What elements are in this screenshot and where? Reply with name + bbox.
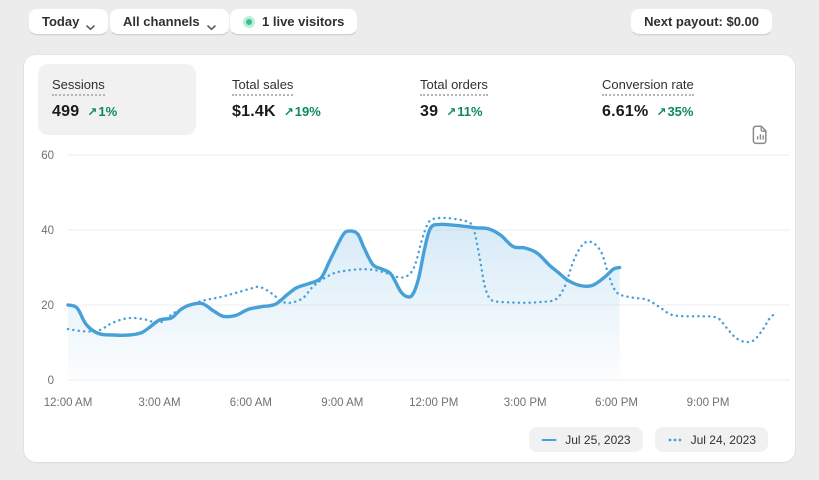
chevron-down-icon (86, 19, 96, 30)
metric-tab-total-sales[interactable]: Total sales $1.4K ↗19% (232, 76, 321, 121)
legend-item-jul-25[interactable]: Jul 25, 2023 (529, 427, 643, 452)
dotted-line-swatch-icon (668, 438, 682, 441)
x-axis-tick-label: 3:00 PM (504, 397, 547, 409)
metric-value: $1.4K (232, 103, 276, 120)
x-axis-tick-label: 12:00 AM (44, 397, 93, 409)
chevron-down-icon (206, 19, 216, 30)
series-area-fill (68, 224, 620, 380)
series-line-jul-24-2023 (66, 216, 777, 344)
next-payout-label: Next payout: $0.00 (644, 14, 759, 29)
metric-label: Total orders (420, 77, 488, 96)
date-range-label: Today (42, 14, 80, 29)
legend-label: Jul 24, 2023 (690, 432, 756, 447)
trend-up-arrow-icon: ↗ (446, 105, 457, 119)
metric-tab-conversion-rate[interactable]: Conversion rate 6.61% ↗35% (602, 76, 694, 121)
live-visitors-label: 1 live visitors (262, 14, 345, 29)
x-axis-tick-label: 6:00 PM (595, 397, 638, 409)
channel-filter-button[interactable]: All channels (109, 8, 230, 35)
live-visitors-badge[interactable]: 1 live visitors (229, 8, 359, 35)
series-line-jul-25-2023 (66, 222, 622, 337)
y-axis-tick-label: 20 (41, 300, 54, 312)
analytics-overview-card: 0 20 40 60 12:00 AM 3:00 AM 6:00 AM 9:00 AM 12:0… (24, 55, 795, 462)
metric-change: ↗19% (283, 104, 321, 119)
metric-label: Total sales (232, 77, 294, 96)
metric-tab-total-orders[interactable]: Total orders 39 ↗11% (420, 76, 488, 121)
metric-value: 499 (52, 103, 80, 120)
trend-up-arrow-icon: ↗ (283, 105, 294, 119)
chart-legend: Jul 25, 2023 Jul 24, 2023 (529, 427, 768, 452)
metric-change: ↗35% (656, 104, 694, 119)
channel-filter-label: All channels (123, 14, 200, 29)
x-axis-tick-label: 9:00 PM (687, 397, 730, 409)
metric-change: ↗1% (87, 104, 118, 119)
x-axis-tick-label: 6:00 AM (230, 397, 272, 409)
legend-label: Jul 25, 2023 (565, 432, 631, 447)
metric-value: 6.61% (602, 103, 649, 120)
x-axis-tick-label: 9:00 AM (321, 397, 363, 409)
solid-line-swatch-icon (541, 438, 557, 441)
metric-label: Sessions (52, 77, 105, 96)
y-axis-tick-label: 0 (48, 375, 54, 387)
metric-label: Conversion rate (602, 77, 694, 96)
legend-item-jul-24[interactable]: Jul 24, 2023 (654, 427, 768, 452)
top-bar: Today All channels 1 live visitors Next … (0, 0, 819, 48)
metric-value: 39 (420, 103, 439, 120)
x-axis-tick-label: 3:00 AM (138, 397, 180, 409)
trend-up-arrow-icon: ↗ (87, 105, 98, 119)
view-report-icon[interactable] (750, 125, 770, 147)
metric-tab-sessions[interactable]: Sessions 499 ↗1% (38, 64, 196, 135)
date-range-button[interactable]: Today (28, 8, 110, 35)
x-axis-tick-label: 12:00 PM (409, 397, 458, 409)
y-axis-tick-label: 60 (41, 150, 54, 162)
live-indicator-icon (243, 15, 255, 28)
trend-up-arrow-icon: ↗ (656, 105, 667, 119)
y-axis-tick-label: 40 (41, 225, 54, 237)
next-payout-button[interactable]: Next payout: $0.00 (630, 8, 773, 35)
metric-change: ↗11% (446, 104, 483, 119)
